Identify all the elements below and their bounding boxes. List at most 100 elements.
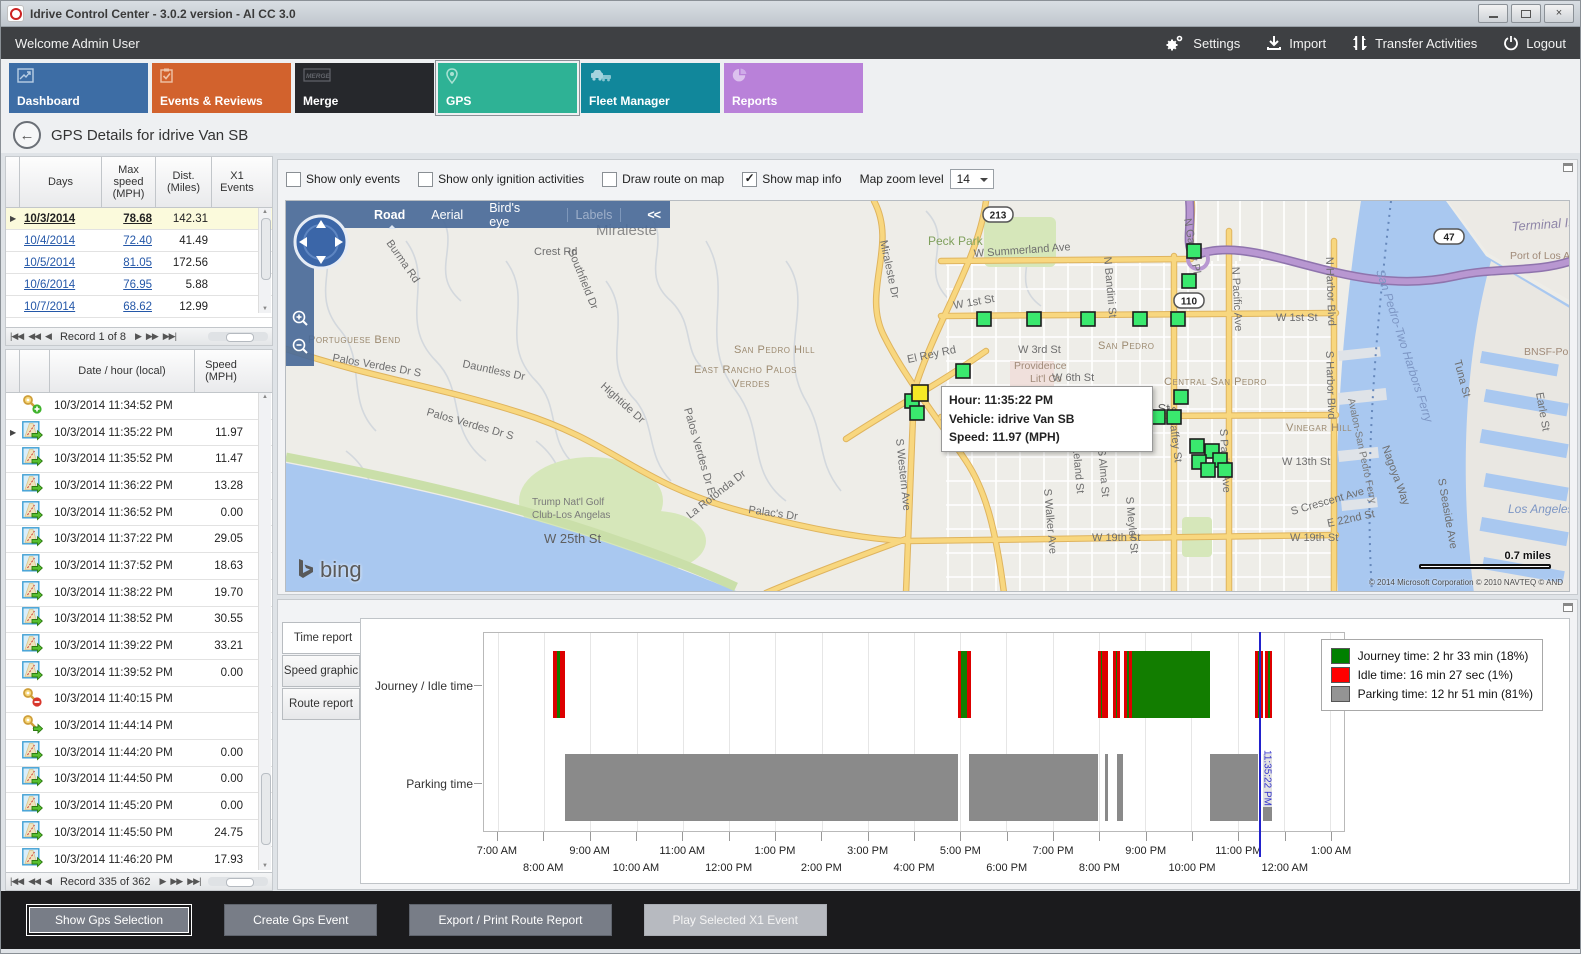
close-button[interactable]: × (1544, 4, 1574, 23)
map-view-birdseye[interactable]: Bird's eye (489, 200, 521, 229)
draw-route-checkbox[interactable]: Draw route on map (602, 171, 724, 187)
map-zoom-in-button[interactable] (291, 309, 309, 332)
play-selected-x1-event-button[interactable]: Play Selected X1 Event (643, 904, 827, 936)
transfer-activities-button[interactable]: Transfer Activities (1352, 35, 1477, 51)
map-view-aerial[interactable]: Aerial (431, 207, 464, 222)
gps-marker[interactable] (1026, 311, 1042, 327)
gps-list-row[interactable]: 10/3/2014 11:44:50 PM 0.00 (6, 766, 272, 794)
tab-route-report[interactable]: Route report (282, 688, 360, 720)
gps-list-row[interactable]: 10/3/2014 11:45:50 PM 24.75 (6, 820, 272, 847)
selected-gps-marker[interactable] (911, 384, 929, 402)
panel-maximize-icon[interactable] (1563, 603, 1573, 612)
map-view-road[interactable]: Road (374, 207, 406, 229)
gps-marker[interactable] (1150, 409, 1166, 425)
gps-marker[interactable] (1166, 409, 1182, 425)
show-map-info-checkbox[interactable]: Show map info (742, 171, 842, 187)
fast-next-button[interactable]: ▶▶ (145, 331, 159, 341)
tab-fleet-manager[interactable]: Fleet Manager (581, 63, 720, 113)
minimize-button[interactable] (1478, 4, 1508, 23)
gps-marker[interactable] (1189, 438, 1205, 454)
table-row[interactable]: ▶ 10/3/2014 78.68 142.31 (6, 208, 272, 230)
gps-list-row[interactable]: 10/3/2014 11:45:20 PM 0.00 (6, 793, 272, 820)
horizontal-scrollbar[interactable] (208, 332, 268, 342)
fast-prev-button[interactable]: ◀◀ (28, 331, 41, 341)
map-zoom-select[interactable]: 14 (949, 169, 994, 189)
days-cell[interactable]: 10/4/2014 (24, 234, 76, 247)
export-print-route-report-button[interactable]: Export / Print Route Report (409, 904, 612, 936)
panel-maximize-icon[interactable] (1563, 163, 1573, 172)
gps-scrollbar[interactable]: ▲ ▼ (258, 393, 271, 870)
gps-marker[interactable] (1170, 311, 1186, 327)
gps-list-row[interactable]: 10/3/2014 11:37:52 PM 18.63 (6, 553, 272, 580)
gps-list-row[interactable]: 10/3/2014 11:36:52 PM 0.00 (6, 499, 272, 527)
days-cell[interactable]: 10/5/2014 (24, 256, 76, 269)
show-only-events-checkbox[interactable]: Show only events (286, 171, 400, 187)
tab-merge[interactable]: MERGE Merge (295, 63, 434, 113)
tab-time-report[interactable]: Time report (282, 622, 364, 654)
max-speed-cell[interactable]: 68.62 (123, 300, 152, 313)
back-button[interactable]: ← (13, 121, 41, 149)
next-page-button[interactable]: ▶ (159, 876, 166, 886)
map-zoom-out-button[interactable] (291, 337, 309, 360)
gps-list-row[interactable]: 10/3/2014 11:44:14 PM (6, 713, 272, 740)
create-gps-event-button[interactable]: Create Gps Event (224, 904, 378, 936)
gps-list-row[interactable]: 10/3/2014 11:35:52 PM 11.47 (6, 446, 272, 474)
map-view-labels[interactable]: Labels (566, 207, 622, 222)
days-cell[interactable]: 10/7/2014 (24, 300, 76, 313)
max-speed-cell[interactable]: 78.68 (123, 212, 152, 225)
show-gps-selection-button[interactable]: Show Gps Selection (26, 904, 193, 936)
maximize-button[interactable] (1511, 4, 1541, 23)
collapse-navbar-button[interactable]: << (647, 207, 661, 222)
map-pan-compass[interactable] (292, 213, 350, 276)
gps-list-row[interactable]: 10/3/2014 11:38:52 PM 30.55 (6, 606, 272, 634)
days-cell[interactable]: 10/3/2014 (24, 212, 76, 225)
tab-reports[interactable]: Reports (724, 63, 863, 113)
table-row[interactable]: 10/4/2014 72.40 41.49 (6, 230, 272, 252)
days-cell[interactable]: 10/6/2014 (24, 278, 76, 291)
table-row[interactable]: 10/6/2014 76.95 5.88 (6, 274, 272, 296)
tab-gps[interactable]: GPS (435, 60, 580, 116)
gps-marker[interactable] (1186, 243, 1202, 259)
max-speed-cell[interactable]: 76.95 (123, 278, 152, 291)
gps-list-row[interactable]: 10/3/2014 11:37:22 PM 29.05 (6, 526, 272, 554)
gps-marker[interactable] (1080, 311, 1096, 327)
gps-marker[interactable] (1132, 311, 1148, 327)
gps-marker[interactable] (1181, 273, 1197, 289)
logout-button[interactable]: Logout (1503, 35, 1566, 51)
gps-marker[interactable] (909, 405, 925, 421)
gps-marker[interactable] (1200, 462, 1216, 478)
info-scrollbar[interactable]: ▲ ▼ (258, 208, 271, 313)
fast-next-button[interactable]: ▶▶ (170, 876, 183, 886)
table-row[interactable]: 10/5/2014 81.05 172.56 (6, 252, 272, 274)
next-page-button[interactable]: ▶ (135, 331, 142, 341)
gps-list-row[interactable]: 10/3/2014 11:38:22 PM 19.70 (6, 579, 272, 607)
horizontal-scrollbar[interactable] (208, 877, 268, 887)
max-speed-cell[interactable]: 72.40 (123, 234, 152, 247)
gps-marker[interactable] (976, 311, 992, 327)
gps-list-row[interactable]: 10/3/2014 11:34:52 PM (6, 393, 272, 420)
tab-events-reviews[interactable]: Events & Reviews (152, 63, 291, 113)
last-page-button[interactable]: ▶▶| (187, 876, 201, 886)
gps-list-row[interactable]: 10/3/2014 11:40:15 PM (6, 686, 272, 714)
settings-button[interactable]: Settings (1164, 34, 1240, 52)
gps-list-row[interactable]: 10/3/2014 11:36:22 PM 13.28 (6, 473, 272, 500)
gps-list-row[interactable]: ▶ 10/3/2014 11:35:22 PM 11.97 (6, 419, 272, 447)
tab-speed-graphic[interactable]: Speed graphic (282, 655, 360, 687)
gps-list-row[interactable]: 10/3/2014 11:46:20 PM 17.93 (6, 846, 272, 874)
gps-marker[interactable] (955, 363, 971, 379)
gps-marker[interactable] (1173, 389, 1189, 405)
table-row[interactable]: 10/7/2014 68.62 12.99 (6, 296, 272, 318)
tab-dashboard[interactable]: Dashboard (9, 63, 148, 113)
prev-page-button[interactable]: ◀ (45, 331, 52, 341)
show-only-ignition-checkbox[interactable]: Show only ignition activities (418, 171, 584, 187)
map[interactable]: 213 110 47 Miraleste Crest Rd Burma Rd Southf… (285, 200, 1570, 592)
gps-list-row[interactable]: 10/3/2014 11:39:52 PM 0.00 (6, 659, 272, 687)
max-speed-cell[interactable]: 81.05 (123, 256, 152, 269)
import-button[interactable]: Import (1266, 35, 1326, 51)
last-page-button[interactable]: ▶▶| (162, 331, 177, 341)
first-page-button[interactable]: |◀◀ (10, 331, 24, 341)
time-cursor[interactable] (1259, 632, 1261, 857)
first-page-button[interactable]: |◀◀ (10, 876, 24, 886)
gps-list-row[interactable]: 10/3/2014 11:44:20 PM 0.00 (6, 739, 272, 767)
gps-list-row[interactable]: 10/3/2014 11:39:22 PM 33.21 (6, 633, 272, 660)
